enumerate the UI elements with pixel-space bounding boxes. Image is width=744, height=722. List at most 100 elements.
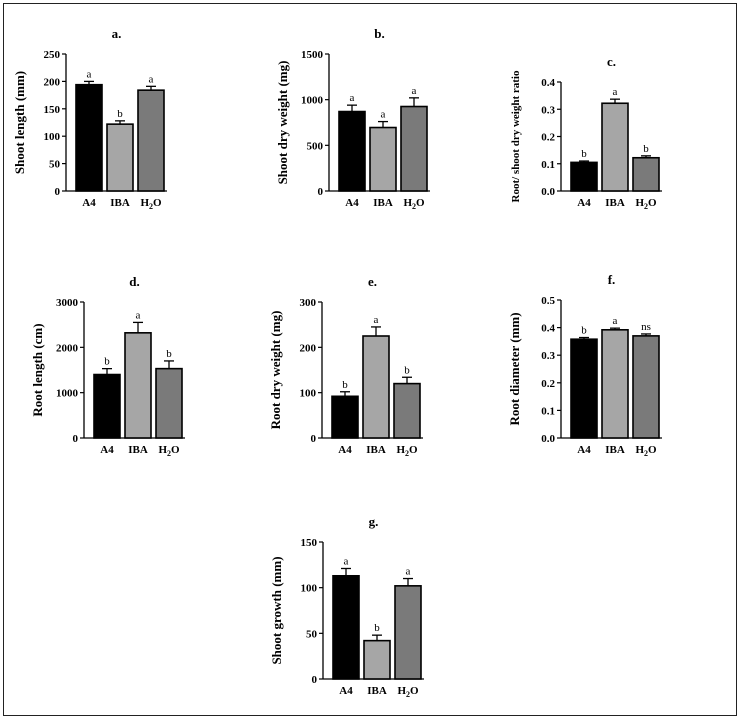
bar-iba [124,332,152,439]
chart-panel-f: f. Root diameter (mm) 0.0 0.1 0.2 0.3 0.4 0.5 b A… [507,272,662,458]
significance-label: b [104,356,110,368]
panel-letter: a. [112,26,122,41]
category-label-iba: IBA [366,444,386,456]
figure-svg: a. Shoot length (mm) 0 50 100 150 200 250 a A4 b IB… [12,26,662,699]
y-tick-label: 50 [306,628,318,640]
bar-h2o [400,105,428,192]
significance-label: a [374,314,379,326]
y-tick-label: 0 [318,186,324,198]
significance-label: a [381,109,386,121]
y-tick-label: 0.4 [541,323,555,335]
category-label-h2o: H2O [635,197,657,211]
bar-iba [106,123,134,192]
y-tick-label: 1500 [301,49,324,61]
y-tick-label: 100 [300,388,317,400]
y-tick-label: 0.0 [541,433,555,445]
bar-iba [601,102,629,192]
category-label-iba: IBA [110,197,130,209]
category-label-h2o: H2O [403,197,425,211]
chart-panel-b: b. Shoot dry weight (mg) 0 500 1000 1500 a A4 a I… [275,26,430,211]
category-label-iba: IBA [605,444,625,456]
panel-letter: b. [374,26,384,41]
y-tick-label: 1000 [56,388,79,400]
significance-label: a [412,85,417,97]
y-tick-label: 0.1 [541,159,555,171]
y-tick-label: 0.2 [541,132,555,144]
significance-label: a [149,73,154,85]
category-label-h2o: H2O [140,197,162,211]
category-label-h2o: H2O [396,444,418,458]
y-tick-label: 200 [300,342,317,354]
y-tick-label: 250 [44,49,61,61]
y-tick-label: 0.5 [541,295,555,307]
category-label-iba: IBA [605,197,625,209]
y-tick-label: 100 [44,131,61,143]
chart-panel-g: g. Shoot growth (mm) 0 50 100 150 a A4 b IBA a H2O [269,514,424,699]
bar-iba [369,126,397,192]
chart-panel-e: e. Root dry weight (mg) 0 100 200 300 b A4 a IBA b… [268,274,423,458]
chart-panel-a: a. Shoot length (mm) 0 50 100 150 200 250 a A4 b IB… [12,26,167,211]
y-axis-label: Shoot growth (mm) [269,556,284,664]
y-tick-label: 3000 [56,297,79,309]
category-label-iba: IBA [128,444,148,456]
y-tick-label: 0.2 [541,378,555,390]
category-label-h2o: H2O [397,685,419,699]
panel-letter: d. [129,274,139,289]
significance-label: b [581,325,587,337]
y-tick-label: 0 [311,433,317,445]
significance-label: ns [641,321,651,333]
y-tick-label: 2000 [56,342,79,354]
y-axis-label: Shoot length (mm) [12,71,27,174]
y-tick-label: 0 [312,674,318,686]
significance-label: b [166,348,172,360]
bar-h2o [632,335,660,439]
significance-label: b [404,364,410,376]
y-tick-label: 1000 [301,95,324,107]
bar-h2o [394,585,422,680]
y-tick-label: 100 [301,583,318,595]
significance-label: a [406,566,411,578]
significance-label: b [581,148,587,160]
panel-letter: f. [608,272,616,287]
category-label-a4: A4 [345,197,359,209]
significance-label: a [350,92,355,104]
significance-label: b [117,108,123,120]
bar-h2o [393,382,421,439]
bar-a4 [332,574,360,680]
category-label-a4: A4 [338,444,352,456]
category-label-iba: IBA [373,197,393,209]
bar-iba [362,335,390,439]
category-label-a4: A4 [577,444,591,456]
bar-a4 [570,161,598,192]
y-tick-label: 0 [55,186,61,198]
category-label-a4: A4 [339,685,353,697]
category-label-a4: A4 [82,197,96,209]
panel-letter: g. [369,514,379,529]
panel-letter: c. [607,54,616,69]
bar-h2o [632,156,660,192]
category-label-a4: A4 [100,444,114,456]
y-tick-label: 0.3 [541,350,555,362]
y-axis-label: Root length (cm) [30,323,45,416]
y-tick-label: 200 [44,76,61,88]
significance-label: a [136,309,141,321]
significance-label: a [613,315,618,327]
bar-a4 [338,110,366,192]
bar-h2o [155,367,183,439]
bar-a4 [75,83,103,192]
y-tick-label: 500 [307,140,324,152]
significance-label: a [613,86,618,98]
y-tick-label: 0.3 [541,104,555,116]
figure-frame: a. Shoot length (mm) 0 50 100 150 200 250 a A4 b IB… [3,3,737,716]
category-label-a4: A4 [577,197,591,209]
category-label-h2o: H2O [158,444,180,458]
y-tick-label: 150 [44,104,61,116]
y-tick-label: 150 [301,537,318,549]
chart-panel-d: d. Root length (cm) 0 1000 2000 3000 b A4 a IBA b H… [30,274,185,458]
panel-letter: e. [368,274,377,289]
significance-label: a [87,68,92,80]
y-axis-label: Root/ shoot dry weight ratio [510,70,522,202]
significance-label: a [344,555,349,567]
bar-a4 [570,338,598,439]
category-label-iba: IBA [367,685,387,697]
